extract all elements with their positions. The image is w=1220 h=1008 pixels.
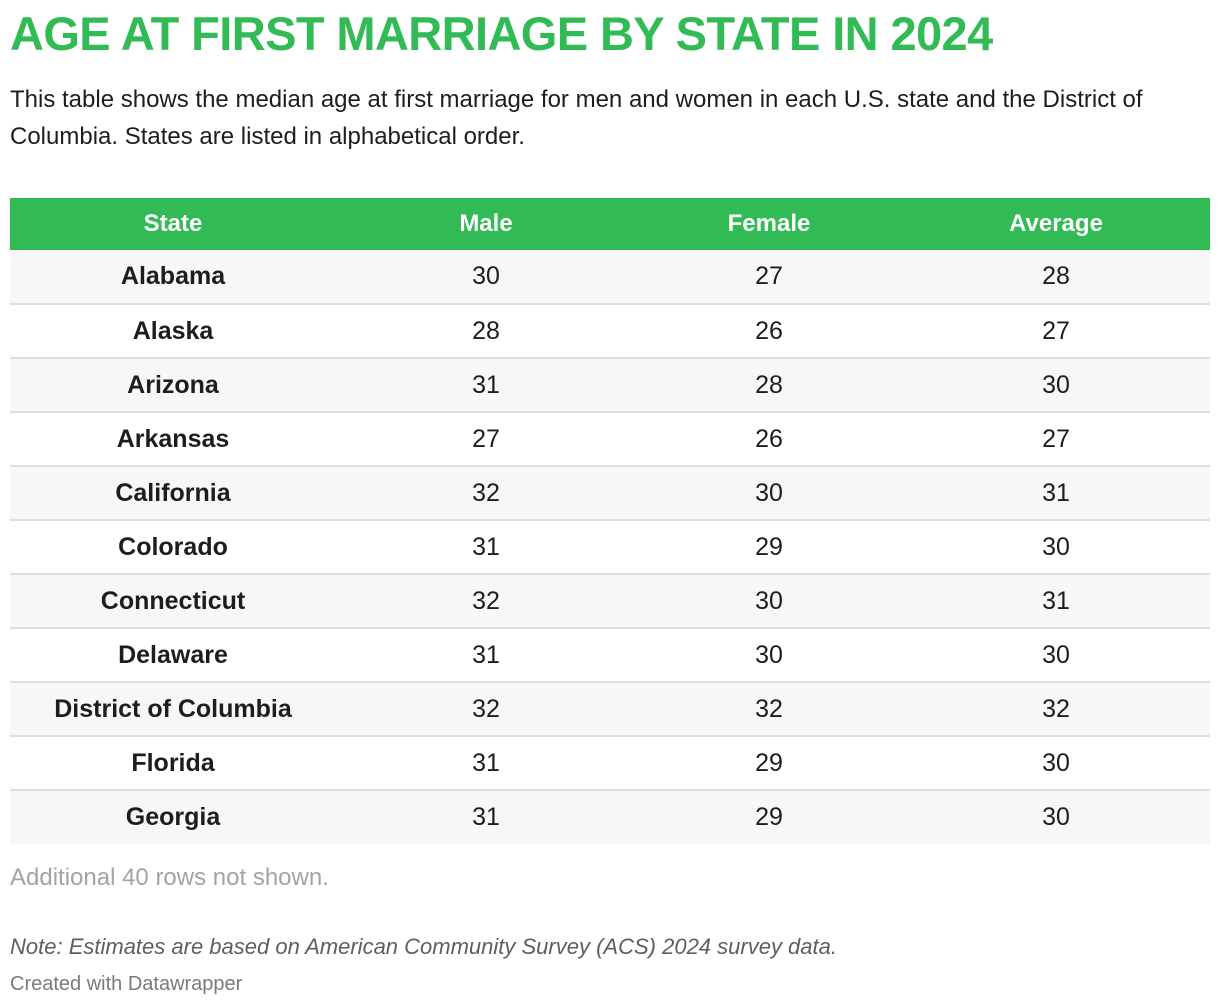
column-header-male[interactable]: Male (459, 210, 513, 237)
table-header: State Male Female Average (10, 198, 1210, 250)
table-row: California 32 30 31 (10, 465, 1210, 520)
female-cell: 30 (636, 465, 902, 520)
average-cell: 30 (902, 519, 1210, 574)
table-header-row: State Male Female Average (10, 198, 1210, 250)
state-cell: Colorado (10, 519, 336, 574)
female-cell: 30 (636, 573, 902, 628)
column-header-female[interactable]: Female (727, 210, 811, 237)
male-cell: 31 (336, 627, 636, 682)
chart-subtitle: This table shows the median age at first… (10, 86, 1143, 150)
table-row: Delaware 31 30 30 (10, 627, 1210, 682)
table-row: Georgia 31 29 30 (10, 789, 1210, 844)
table-row: District of Columbia 32 32 32 (10, 681, 1210, 736)
credit-line: Created with Datawrapper (10, 973, 243, 995)
male-cell: 31 (336, 789, 636, 844)
table-row: Colorado 31 29 30 (10, 519, 1210, 574)
female-cell: 29 (636, 519, 902, 574)
state-cell: Arkansas (10, 411, 336, 466)
average-cell: 31 (902, 465, 1210, 520)
state-cell: District of Columbia (10, 681, 336, 736)
data-table: State Male Female Average Alabama 30 27 28 A… (10, 198, 1210, 844)
state-cell: Alabama (120, 262, 226, 290)
male-cell: 31 (336, 519, 636, 574)
state-cell: Florida (10, 735, 336, 790)
female-cell: 28 (636, 357, 902, 412)
average-cell: 30 (902, 627, 1210, 682)
male-cell: 27 (336, 411, 636, 466)
average-cell: 31 (902, 573, 1210, 628)
male-cell: 32 (336, 573, 636, 628)
state-cell: California (10, 465, 336, 520)
male-cell: 32 (336, 681, 636, 736)
chart-title: AGE AT FIRST MARRIAGE BY STATE IN 2024 (10, 7, 993, 60)
average-cell: 27 (902, 411, 1210, 466)
state-cell: Delaware (10, 627, 336, 682)
table-body: Alabama 30 27 28 Alaska 28 26 27 Arizona 31 28 30 Ar… (10, 250, 1210, 844)
female-cell: 26 (636, 303, 902, 358)
additional-rows-note: Additional 40 rows not shown. (10, 864, 329, 891)
average-cell: 27 (902, 303, 1210, 358)
state-cell: Connecticut (10, 573, 336, 628)
table-row: Alaska 28 26 27 (10, 303, 1210, 358)
average-cell: 28 (1042, 262, 1070, 290)
state-cell: Georgia (10, 789, 336, 844)
female-cell: 26 (636, 411, 902, 466)
female-cell: 32 (636, 681, 902, 736)
female-cell: 29 (636, 735, 902, 790)
male-cell: 30 (472, 262, 500, 290)
male-cell: 32 (336, 465, 636, 520)
male-cell: 28 (336, 303, 636, 358)
column-header-average[interactable]: Average (1009, 210, 1103, 237)
male-cell: 31 (336, 735, 636, 790)
female-cell: 30 (636, 627, 902, 682)
table-row: Arizona 31 28 30 (10, 357, 1210, 412)
female-cell: 29 (636, 789, 902, 844)
average-cell: 30 (902, 789, 1210, 844)
table-row: Florida 31 29 30 (10, 735, 1210, 790)
table-row: Alabama 30 27 28 (10, 250, 1210, 304)
average-cell: 32 (902, 681, 1210, 736)
table-row: Connecticut 32 30 31 (10, 573, 1210, 628)
female-cell: 27 (755, 262, 783, 290)
male-cell: 31 (336, 357, 636, 412)
state-cell: Arizona (10, 357, 336, 412)
state-cell: Alaska (10, 303, 336, 358)
column-header-state[interactable]: State (143, 210, 203, 237)
footnote: Note: Estimates are based on American Co… (10, 934, 837, 959)
table-row: Arkansas 27 26 27 (10, 411, 1210, 466)
average-cell: 30 (902, 357, 1210, 412)
average-cell: 30 (902, 735, 1210, 790)
